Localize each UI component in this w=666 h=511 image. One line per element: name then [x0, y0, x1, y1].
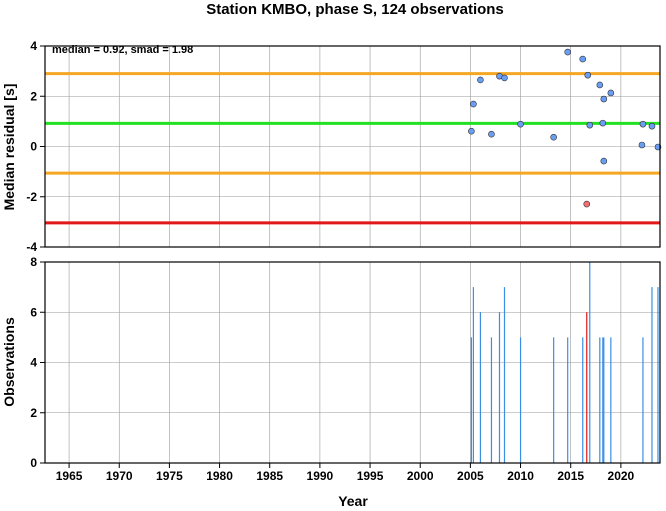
point [468, 127, 475, 135]
point [600, 157, 608, 165]
plot-frame [44, 261, 661, 464]
point [607, 89, 615, 97]
y-tick-label: 2 [30, 406, 37, 420]
point [579, 55, 587, 63]
point [477, 76, 484, 84]
point [639, 120, 647, 128]
plot-frame [44, 45, 661, 248]
x-tick-label: 1980 [206, 469, 233, 483]
point [596, 81, 604, 89]
x-tick-label: 1970 [106, 469, 133, 483]
point [584, 71, 592, 79]
point [470, 100, 477, 108]
y-tick-label: 2 [30, 89, 37, 103]
y-tick-label: 0 [30, 456, 37, 470]
x-tick-label: 2020 [608, 469, 635, 483]
y-tick-label: 8 [30, 255, 37, 269]
x-tick-label: 2005 [457, 469, 484, 483]
x-tick-label: 1990 [307, 469, 334, 483]
point [501, 74, 508, 82]
y-axis-label: Median residual [s] [1, 84, 17, 211]
x-tick-label: 1985 [256, 469, 283, 483]
point [638, 141, 646, 149]
point [550, 133, 557, 141]
point [648, 122, 656, 130]
point [583, 200, 591, 208]
x-tick-label: 2015 [557, 469, 584, 483]
x-tick-label: 2010 [507, 469, 534, 483]
y-tick-label: 4 [30, 356, 37, 370]
x-tick-label: 1975 [156, 469, 183, 483]
y-tick-label: 4 [30, 39, 37, 53]
x-tick-label: 1965 [56, 469, 83, 483]
point [564, 48, 571, 56]
y-tick-label: -2 [26, 190, 37, 204]
point [488, 130, 495, 138]
chart-title: Station KMBO, phase S, 124 observations [206, 1, 504, 18]
x-tick-label: 2000 [407, 469, 434, 483]
point [599, 119, 607, 127]
point [600, 95, 608, 103]
x-tick-label: 1995 [357, 469, 384, 483]
point [517, 120, 524, 128]
annotation: median = 0.92, smad = 1.98 [52, 44, 193, 56]
point [586, 121, 594, 129]
y-tick-label: -4 [26, 240, 37, 254]
y-tick-label: 6 [30, 305, 37, 319]
x-axis-label: Year [338, 493, 368, 509]
y-axis-label: Observations [1, 317, 17, 407]
y-tick-label: 0 [30, 140, 37, 154]
